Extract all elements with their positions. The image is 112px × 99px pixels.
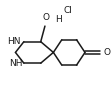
Text: HN: HN: [7, 37, 21, 46]
Text: H: H: [55, 15, 62, 24]
Text: O: O: [42, 13, 50, 22]
Text: NH: NH: [9, 59, 23, 68]
Text: Cl: Cl: [64, 6, 73, 15]
Text: O: O: [104, 48, 111, 57]
